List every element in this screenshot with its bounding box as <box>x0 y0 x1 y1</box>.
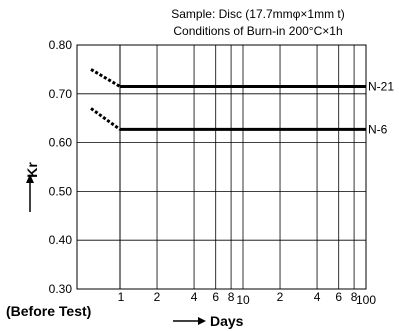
x-tick-label: 2 <box>154 290 161 304</box>
x-tick-label: 6 <box>335 290 342 304</box>
x-tick-label: 8 <box>228 290 235 304</box>
x-tick-label: 4 <box>314 290 321 304</box>
x-tick-label: 10 <box>236 293 250 307</box>
x-tick-label: 1 <box>118 290 125 304</box>
grid <box>77 45 366 289</box>
series-n-21-before-test-segment <box>90 68 121 88</box>
labels: 0.300.400.500.600.700.801 2 4 6 8 10 2 4 6 8100N-… <box>49 38 395 307</box>
x-axis-title: Days <box>210 313 244 329</box>
y-tick-label: 0.40 <box>49 233 73 247</box>
y-axis-title: Kr <box>24 162 40 178</box>
x-tick-label: 6 <box>212 290 219 304</box>
sample-note: Sample: Disc (17.7mmφ×1mm t) <box>171 7 344 21</box>
series-lines <box>90 68 366 131</box>
y-tick-label: 0.30 <box>49 282 73 296</box>
y-tick-label: 0.80 <box>49 38 73 52</box>
burn-in-note: Conditions of Burn-in 200°C×1h <box>173 24 342 38</box>
x-tick-label: 8 <box>351 290 358 304</box>
y-tick-label: 0.70 <box>49 87 73 101</box>
series-label-n-21: N-21 <box>368 79 394 93</box>
series-n-6-before-test-segment <box>90 107 121 131</box>
x-tick-label: 4 <box>191 290 198 304</box>
y-tick-label: 0.50 <box>49 184 73 198</box>
before-test-label: (Before Test) <box>6 303 91 319</box>
plot-area <box>76 44 367 290</box>
x-tick-label: 2 <box>277 290 284 304</box>
series-label-n-6: N-6 <box>368 122 388 136</box>
y-tick-label: 0.60 <box>49 136 73 150</box>
x-axis-arrow <box>173 317 206 325</box>
y-axis-arrow <box>26 174 34 212</box>
x-tick-label: 100 <box>356 293 376 307</box>
